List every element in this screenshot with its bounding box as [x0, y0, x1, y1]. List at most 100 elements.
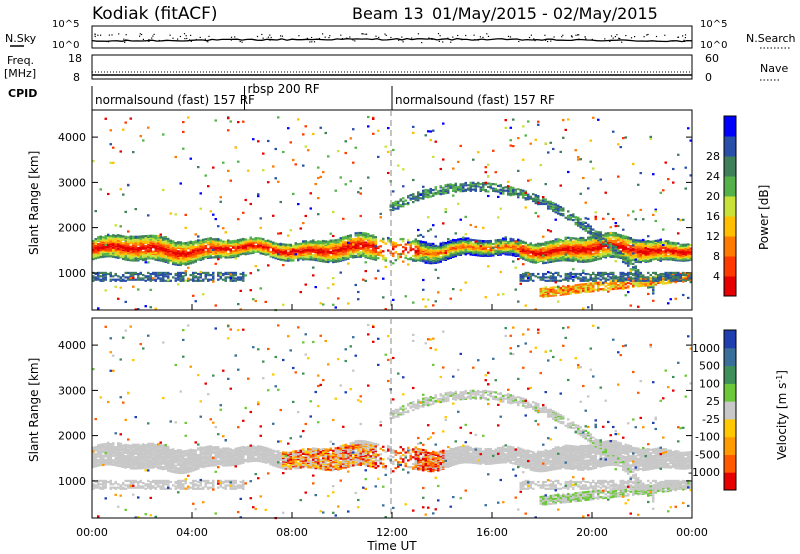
data-cell [627, 278, 630, 280]
data-cell [305, 125, 308, 127]
data-cell [465, 182, 468, 184]
data-cell [202, 293, 205, 295]
data-cell [370, 246, 373, 248]
data-cell [95, 238, 98, 240]
data-cell [310, 192, 313, 194]
data-cell [345, 152, 348, 154]
data-cell [212, 167, 215, 169]
noise-search-dot [254, 39, 255, 40]
data-cell [117, 279, 120, 281]
data-cell [107, 242, 110, 244]
data-cell [565, 254, 568, 256]
data-cell [565, 273, 568, 275]
data-cell [242, 253, 245, 255]
data-cell [120, 188, 123, 190]
data-cell [450, 247, 453, 249]
data-cell [272, 165, 275, 167]
data-cell [102, 239, 105, 241]
data-cell [517, 193, 520, 195]
data-cell [400, 253, 403, 255]
data-cell [450, 252, 453, 254]
data-cell [405, 249, 408, 251]
data-cell [212, 214, 215, 216]
data-cell [542, 236, 545, 238]
data-cell [477, 151, 480, 153]
data-cell [300, 251, 303, 253]
data-cell [340, 253, 343, 255]
data-cell [580, 226, 583, 228]
data-cell [197, 166, 200, 168]
data-cell [612, 252, 615, 254]
data-cell [415, 260, 418, 262]
data-cell [227, 276, 230, 278]
data-cell [380, 245, 383, 247]
noise-search-dot [97, 35, 98, 36]
data-cell [377, 130, 380, 132]
data-cell [495, 239, 498, 241]
data-cell [302, 222, 305, 224]
data-cell [457, 238, 460, 240]
data-cell [560, 206, 563, 208]
data-cell [442, 242, 445, 244]
data-cell [350, 242, 353, 244]
data-cell [555, 203, 558, 205]
data-cell [595, 274, 598, 276]
data-cell [432, 192, 435, 194]
data-cell [577, 220, 580, 222]
data-cell [225, 280, 228, 282]
noise-search-dot [205, 39, 206, 40]
data-cell [587, 273, 590, 275]
data-cell [112, 279, 115, 281]
data-cell [132, 247, 135, 249]
data-cell [532, 256, 535, 258]
data-cell [492, 190, 495, 192]
data-cell [365, 232, 368, 234]
data-cell [232, 240, 235, 242]
data-cell [630, 276, 633, 278]
data-cell [427, 189, 430, 191]
data-cell [442, 123, 445, 125]
noise-search-dot [438, 33, 439, 34]
data-cell [567, 277, 570, 279]
data-cell [587, 230, 590, 232]
data-cell [525, 242, 528, 244]
freq-panel: Freq. [MHz] 18 8 60 0 Nave [4, 52, 788, 84]
data-cell [530, 196, 533, 198]
data-cell [117, 234, 120, 236]
data-cell [627, 260, 630, 262]
data-cell [552, 290, 555, 292]
data-cell [397, 258, 400, 260]
data-cell [292, 256, 295, 258]
data-cell [552, 205, 555, 207]
data-cell [580, 218, 583, 220]
data-cell [100, 272, 103, 274]
data-cell [395, 208, 398, 210]
data-cell [220, 196, 223, 198]
data-cell [485, 244, 488, 246]
noise-search-dot [634, 36, 635, 37]
noise-search-dot [534, 40, 535, 41]
data-cell [570, 286, 573, 288]
data-cell [545, 247, 548, 249]
data-cell [507, 181, 510, 183]
data-cell [555, 292, 558, 294]
data-cell [242, 212, 245, 214]
data-cell [422, 289, 425, 291]
data-cell [187, 280, 190, 282]
data-cell [550, 241, 553, 243]
data-cell [412, 258, 415, 260]
data-cell [105, 235, 108, 237]
data-cell [282, 256, 285, 258]
data-cell [580, 239, 583, 241]
noise-search-dot [656, 36, 657, 37]
data-cell [560, 257, 563, 259]
data-cell [477, 251, 480, 253]
data-cell [465, 189, 468, 191]
data-cell [107, 254, 110, 256]
data-cell [487, 249, 490, 251]
data-cell [560, 185, 563, 187]
data-cell [227, 117, 230, 119]
data-cell [282, 249, 285, 251]
data-cell [542, 200, 545, 202]
data-cell [297, 118, 300, 120]
